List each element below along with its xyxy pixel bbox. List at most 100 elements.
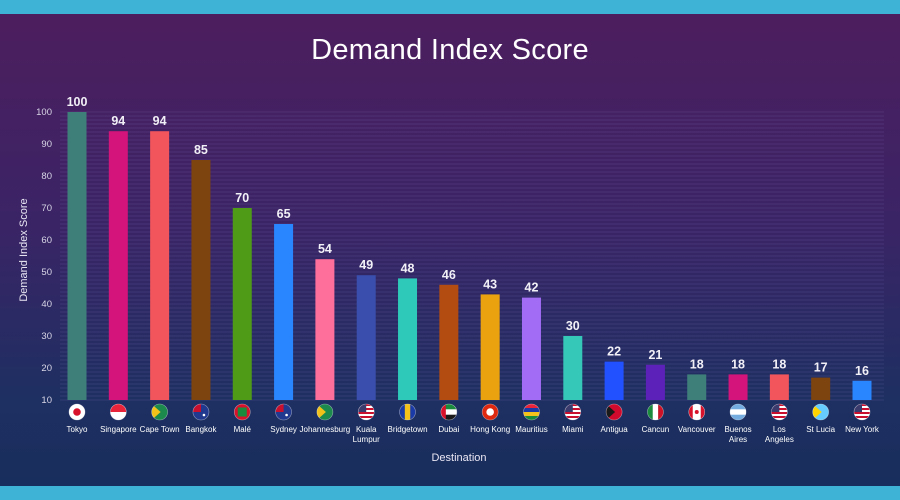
y-axis-label: Demand Index Score (18, 198, 30, 301)
y-tick-label: 100 (36, 107, 52, 118)
y-tick-label: 60 (41, 235, 52, 246)
y-tick-label: 30 (41, 331, 52, 342)
mauritius-flag-icon (523, 403, 540, 421)
y-axis-ticks: 10 20 30 40 50 60 70 80 90 100 (36, 107, 52, 406)
x-tick-label: Malé (234, 425, 252, 434)
usa-flag-icon (357, 403, 375, 421)
value-label: 65 (277, 207, 291, 221)
bar (687, 374, 707, 400)
bar (769, 374, 789, 400)
south-africa-flag-icon (316, 403, 334, 421)
x-tick-label: Los Angeles (765, 425, 794, 444)
antigua-flag-icon (605, 403, 623, 421)
bar (232, 208, 252, 400)
value-label: 70 (235, 191, 249, 205)
x-tick-label: Kuala Lumpur (353, 425, 380, 444)
value-label: 30 (566, 319, 580, 333)
y-tick-label: 90 (41, 139, 52, 150)
x-tick-label: Cape Town (140, 425, 180, 434)
canada-flag-icon (688, 403, 706, 421)
value-label: 21 (648, 348, 662, 362)
australia-flag-icon (275, 403, 292, 421)
bar (563, 336, 583, 400)
value-label: 46 (442, 268, 456, 282)
flag-icons (68, 403, 871, 421)
bar (150, 131, 170, 400)
chart-frame: Demand Index Score 10 20 30 40 50 60 70 80 90 100… (0, 14, 900, 486)
st-lucia-flag-icon (812, 403, 829, 421)
value-label: 85 (194, 143, 208, 157)
bar (67, 112, 87, 400)
value-label: 18 (772, 357, 786, 371)
value-labels: 100 94 94 85 70 65 54 49 48 46 43 42 30 22 21 18 18 18 17 1… (67, 95, 869, 378)
bar (398, 278, 418, 400)
gridlines (60, 111, 884, 401)
argentina-flag-icon (729, 403, 747, 421)
maldives-flag-icon (233, 403, 251, 421)
y-tick-label: 80 (41, 171, 52, 182)
x-tick-label: Bangkok (185, 425, 217, 434)
singapore-flag-icon (110, 403, 127, 421)
bar (315, 259, 335, 400)
bar-chart: 10 20 30 40 50 60 70 80 90 100 100 94 94 85 70 65 54 49 4… (18, 95, 884, 464)
x-tick-label: St Lucia (806, 425, 835, 434)
japan-flag-icon (68, 403, 86, 421)
bar (728, 374, 748, 400)
bar (521, 297, 541, 400)
y-tick-label: 70 (41, 203, 52, 214)
value-label: 54 (318, 242, 332, 256)
y-tick-label: 50 (41, 267, 52, 278)
x-tick-label: Hong Kong (470, 425, 510, 434)
y-tick-label: 10 (41, 395, 52, 406)
bar (852, 380, 872, 400)
bar (480, 294, 500, 400)
x-tick-label: Bridgetown (388, 425, 428, 434)
bars (67, 112, 872, 400)
bar (191, 160, 211, 400)
value-label: 43 (483, 277, 497, 291)
hong-kong-flag-icon (481, 403, 499, 421)
value-label: 22 (607, 345, 621, 359)
bar (439, 284, 459, 400)
value-label: 49 (359, 258, 373, 272)
x-tick-label: Johannesburg (300, 425, 351, 434)
x-tick-label: Antigua (601, 425, 629, 434)
value-label: 48 (401, 261, 415, 275)
x-axis-ticks: Tokyo Singapore Cape Town Bangkok Malé Sydney… (67, 425, 880, 444)
x-tick-label: Tokyo (67, 425, 88, 434)
usa-flag-icon (564, 403, 582, 421)
bar (604, 361, 624, 400)
y-tick-label: 20 (41, 363, 52, 374)
value-label: 100 (67, 95, 88, 109)
x-tick-label: Buenos Aires (724, 425, 751, 444)
bar (811, 377, 831, 400)
barbados-flag-icon (399, 403, 416, 421)
value-label: 18 (731, 357, 745, 371)
usa-flag-icon (853, 403, 871, 421)
x-tick-label: Miami (562, 425, 584, 434)
value-label: 94 (111, 114, 125, 128)
x-tick-label: Mauritius (515, 425, 547, 434)
bar (356, 275, 376, 400)
value-label: 17 (814, 361, 828, 375)
south-africa-flag-icon (151, 403, 168, 421)
x-tick-label: Vancouver (678, 425, 716, 434)
x-tick-label: Sydney (270, 425, 297, 434)
value-label: 42 (525, 281, 539, 295)
value-label: 16 (855, 364, 869, 378)
bar (645, 364, 665, 400)
australia-flag-icon (192, 403, 210, 421)
bar (108, 131, 128, 400)
value-label: 18 (690, 357, 704, 371)
usa-flag-icon (771, 403, 788, 421)
uae-flag-icon (440, 403, 458, 421)
x-tick-label: Dubai (438, 425, 459, 434)
x-tick-label: Singapore (100, 425, 137, 434)
value-label: 94 (153, 114, 167, 128)
bar (274, 224, 294, 400)
x-axis-label: Destination (431, 452, 486, 464)
x-tick-label: Cancun (642, 425, 670, 434)
mexico-flag-icon (647, 403, 664, 421)
chart-title: Demand Index Score (311, 34, 589, 66)
x-tick-label: New York (845, 425, 880, 434)
